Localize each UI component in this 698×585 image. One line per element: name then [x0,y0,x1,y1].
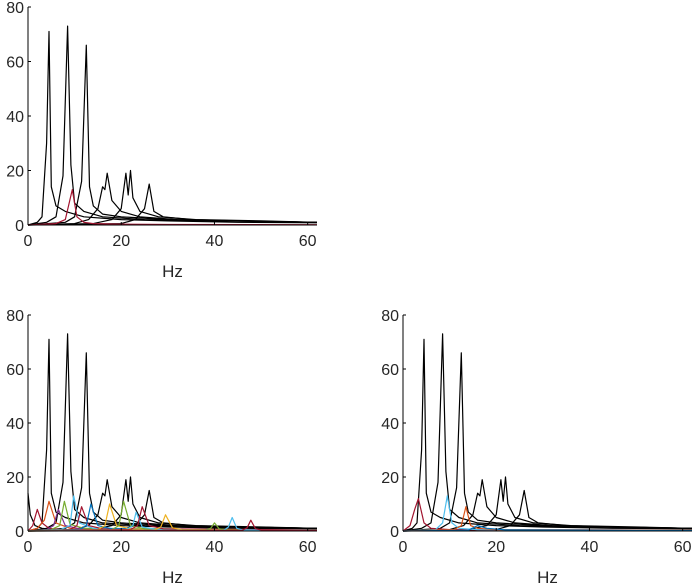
series-line-9 [402,524,693,532]
x-tick-label: 0 [399,539,408,556]
y-tick-label: 0 [15,524,24,541]
x-tick-label: 60 [299,233,317,250]
series-line-6 [27,189,318,226]
x-tick-label: 40 [581,539,599,556]
y-tick-label: 0 [15,218,24,235]
y-tick-label: 60 [6,55,24,72]
series-line-0 [27,338,318,532]
y-tick-label: 0 [390,524,399,541]
x-tick-label: 20 [112,539,130,556]
x-axis-title: Hz [537,568,558,585]
series-line-4 [27,476,318,532]
series-line-1 [27,25,318,226]
x-axis-title: Hz [162,568,183,585]
series-line-0 [402,338,693,532]
y-tick-label: 20 [6,164,24,181]
series-line-5 [402,489,693,532]
series-line-5 [27,183,318,226]
series-line-1 [402,333,693,532]
x-tick-label: 60 [299,539,317,556]
series-line-0 [27,30,318,226]
series-group [27,25,318,226]
series-line-1 [27,333,318,532]
chart-bottom-left: 0 20 40 60 0 20 40 60 80 Hz [6,308,318,585]
series-line-7 [402,495,693,532]
x-tick-label: 20 [112,233,130,250]
x-tick-label: 0 [24,233,33,250]
y-tick-label: 60 [381,362,399,379]
series-group [27,333,318,532]
x-tick-label: 60 [674,539,692,556]
y-tick-label: 40 [6,416,24,433]
y-tick-label: 40 [381,416,399,433]
x-tick-label: 40 [206,539,224,556]
x-axis-title: Hz [162,262,183,281]
y-tick-label: 80 [381,308,399,325]
series-group [402,333,693,532]
chart-bottom-right: 0 20 40 60 0 20 40 60 80 Hz [381,308,693,585]
series-line-2 [27,44,318,226]
x-tick-label: 0 [24,539,33,556]
y-tick-label: 60 [6,362,24,379]
y-tick-label: 80 [6,0,24,17]
y-tick-label: 80 [6,308,24,325]
series-line-8 [27,500,318,532]
chart-top-left: 0 20 40 60 0 20 40 60 80 Hz [6,0,318,281]
series-line-4 [27,169,318,226]
series-line-3 [27,172,318,226]
y-tick-label: 20 [381,470,399,487]
y-tick-label: 40 [6,109,24,126]
series-line-21 [27,519,318,532]
series-line-17 [27,506,318,532]
x-tick-label: 40 [206,233,224,250]
series-line-3 [402,479,693,532]
y-tick-label: 20 [6,470,24,487]
series-line-2 [27,352,318,532]
x-tick-label: 20 [487,539,505,556]
